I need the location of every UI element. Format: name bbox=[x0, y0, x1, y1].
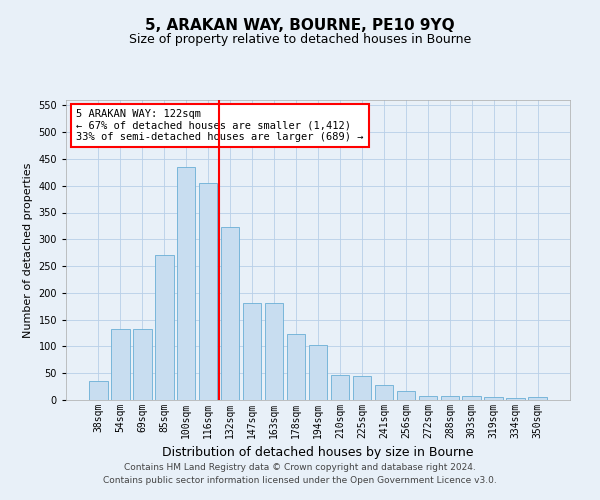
Bar bbox=[331, 375, 349, 400]
Bar bbox=[287, 334, 305, 400]
Bar bbox=[177, 167, 196, 400]
Bar bbox=[484, 398, 503, 400]
Bar bbox=[419, 396, 437, 400]
Text: Contains HM Land Registry data © Crown copyright and database right 2024.
Contai: Contains HM Land Registry data © Crown c… bbox=[103, 463, 497, 485]
Text: 5, ARAKAN WAY, BOURNE, PE10 9YQ: 5, ARAKAN WAY, BOURNE, PE10 9YQ bbox=[145, 18, 455, 32]
Bar bbox=[111, 329, 130, 400]
Bar bbox=[353, 376, 371, 400]
Bar bbox=[374, 385, 393, 400]
Bar bbox=[463, 396, 481, 400]
Bar bbox=[397, 392, 415, 400]
Bar bbox=[243, 302, 262, 400]
Bar bbox=[155, 256, 173, 400]
Bar bbox=[89, 381, 107, 400]
Bar bbox=[440, 396, 459, 400]
Y-axis label: Number of detached properties: Number of detached properties bbox=[23, 162, 33, 338]
X-axis label: Distribution of detached houses by size in Bourne: Distribution of detached houses by size … bbox=[162, 446, 474, 460]
Bar bbox=[308, 345, 328, 400]
Text: 5 ARAKAN WAY: 122sqm
← 67% of detached houses are smaller (1,412)
33% of semi-de: 5 ARAKAN WAY: 122sqm ← 67% of detached h… bbox=[76, 109, 364, 142]
Bar bbox=[529, 398, 547, 400]
Bar bbox=[133, 329, 152, 400]
Bar bbox=[199, 183, 217, 400]
Text: Size of property relative to detached houses in Bourne: Size of property relative to detached ho… bbox=[129, 32, 471, 46]
Bar bbox=[265, 302, 283, 400]
Bar bbox=[506, 398, 525, 400]
Bar bbox=[221, 227, 239, 400]
